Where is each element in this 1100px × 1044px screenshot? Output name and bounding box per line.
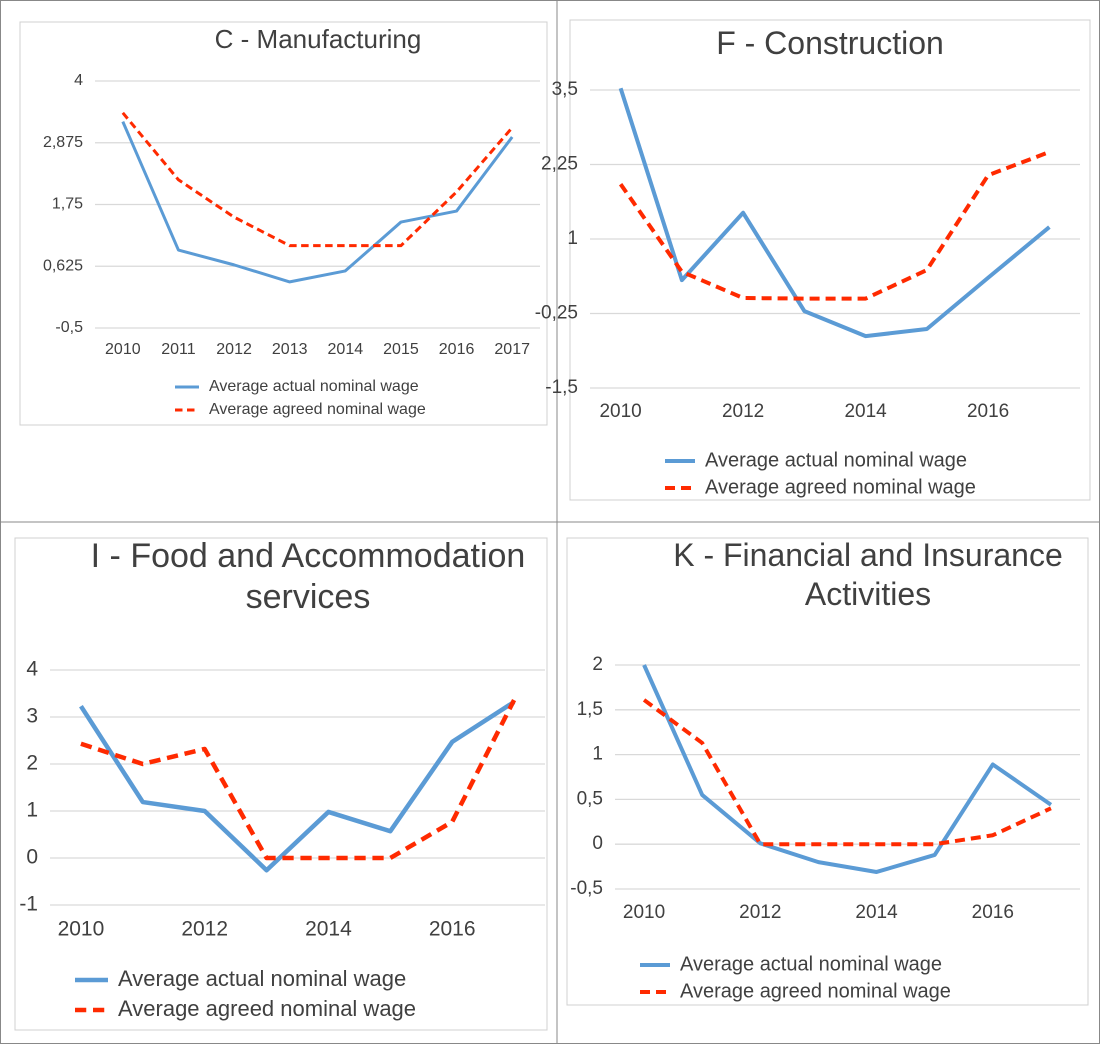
- y-tick-label: 4: [74, 72, 83, 89]
- legend-label: Average actual nominal wage: [680, 953, 942, 975]
- data-line: [642, 698, 1052, 847]
- legend-label: Average actual nominal wage: [209, 378, 419, 395]
- y-tick-label: 1,75: [52, 196, 83, 213]
- y-tick-label: 0,5: [577, 788, 603, 809]
- y-tick-label: 2: [26, 752, 38, 775]
- chart-title: K - Financial and Insurance Activities: [673, 537, 1063, 613]
- x-tick-label: 2016: [439, 341, 475, 358]
- panel-border: [566, 537, 1089, 1006]
- x-tick-label: 2010: [599, 401, 641, 422]
- x-tick-label: 2010: [623, 902, 665, 923]
- x-tick-label: 2012: [722, 401, 764, 422]
- chart-title: I - Food and Accommodation services: [90, 537, 526, 617]
- y-tick-label: 1: [567, 228, 578, 249]
- x-tick-label: 2014: [844, 401, 887, 422]
- y-tick-label: -0,5: [570, 878, 603, 899]
- y-tick-label: 2: [592, 654, 603, 675]
- x-tick-label: 2012: [739, 902, 781, 923]
- data-line: [121, 121, 514, 284]
- x-tick-label: 2014: [328, 341, 364, 358]
- data-line: [618, 87, 1051, 339]
- y-tick-label: 2,875: [43, 134, 83, 151]
- y-tick-label: 0: [592, 833, 603, 854]
- legend-label: Average agreed nominal wage: [209, 401, 426, 418]
- x-tick-label: 2017: [494, 341, 530, 358]
- y-tick-label: -0,5: [55, 319, 83, 336]
- x-tick-label: 2014: [855, 902, 898, 923]
- x-tick-label: 2012: [216, 341, 252, 358]
- chart-title: F - Construction: [716, 25, 944, 61]
- y-tick-label: -1: [19, 893, 38, 916]
- data-line: [121, 111, 514, 248]
- legend-label: Average actual nominal wage: [705, 449, 967, 471]
- x-tick-label: 2010: [58, 918, 105, 941]
- y-tick-label: 1,5: [577, 699, 603, 720]
- legend-label: Average agreed nominal wage: [705, 476, 976, 498]
- data-line: [618, 150, 1051, 301]
- data-line: [79, 700, 516, 873]
- x-tick-label: 2011: [161, 341, 196, 358]
- x-tick-label: 2014: [305, 918, 352, 941]
- y-tick-label: 0: [26, 846, 38, 869]
- chart-title: C - Manufacturing: [214, 24, 422, 54]
- data-line: [642, 664, 1053, 874]
- x-tick-label: 2016: [967, 401, 1009, 422]
- y-tick-label: 1: [592, 744, 603, 765]
- panel-border: [14, 537, 548, 1031]
- y-tick-label: -1,5: [545, 377, 578, 398]
- legend-label: Average actual nominal wage: [118, 966, 406, 991]
- x-tick-label: 2010: [105, 341, 141, 358]
- x-tick-label: 2016: [972, 902, 1014, 923]
- y-tick-label: 2,25: [541, 154, 578, 175]
- legend-label: Average agreed nominal wage: [118, 996, 416, 1021]
- x-tick-label: 2013: [272, 341, 308, 358]
- y-tick-label: 4: [26, 658, 38, 681]
- y-tick-label: 3,5: [552, 79, 578, 100]
- y-tick-label: -0,25: [535, 303, 578, 324]
- x-tick-label: 2016: [429, 918, 476, 941]
- y-tick-label: 1: [26, 799, 38, 822]
- x-tick-label: 2015: [383, 341, 419, 358]
- y-tick-label: 0,625: [43, 257, 83, 274]
- x-tick-label: 2012: [181, 918, 228, 941]
- data-line: [80, 699, 517, 861]
- legend-label: Average agreed nominal wage: [680, 980, 951, 1002]
- panel-border: [19, 21, 548, 426]
- panel-border: [569, 19, 1091, 501]
- y-tick-label: 3: [26, 705, 38, 728]
